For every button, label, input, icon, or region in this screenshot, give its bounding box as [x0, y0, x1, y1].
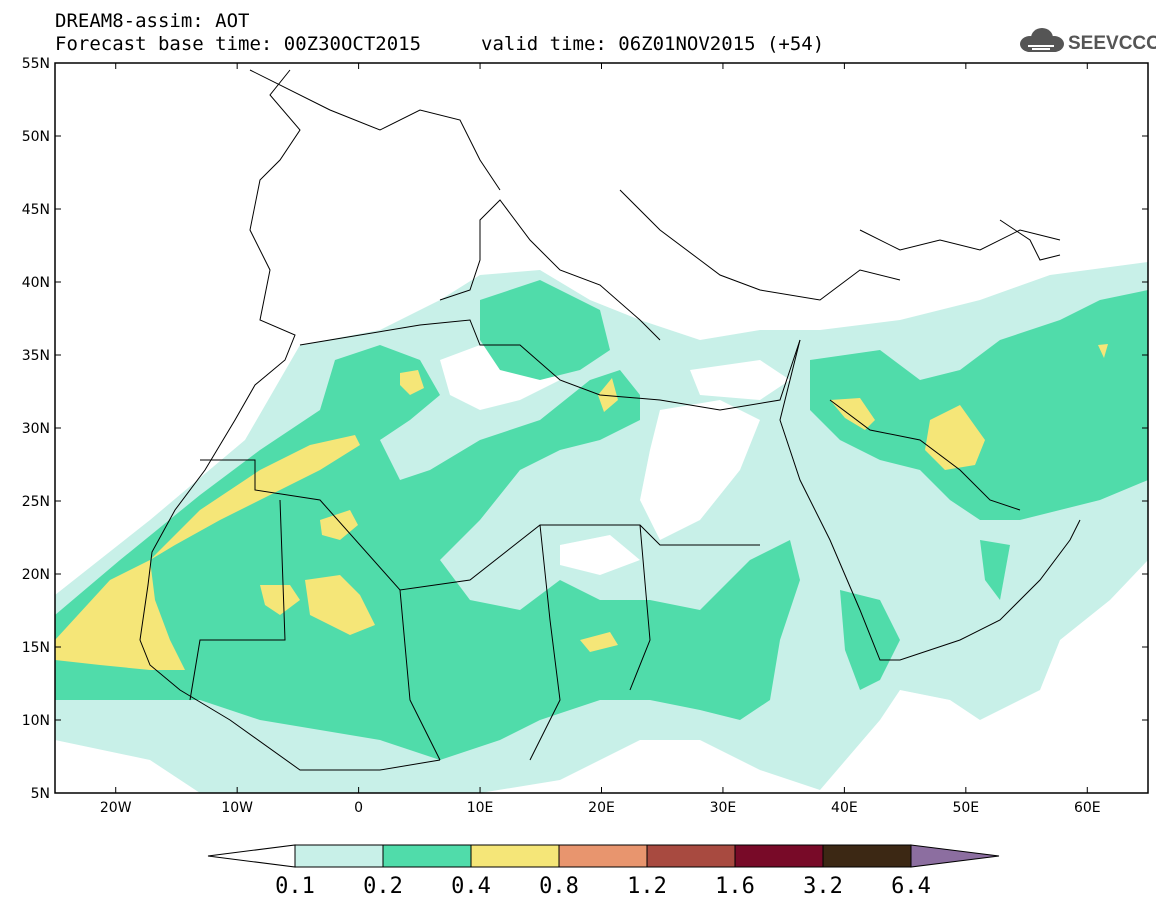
lon-label: 40E — [831, 800, 858, 816]
colorbar-label: 0.1 — [275, 874, 315, 899]
aot-level-0.4 — [925, 405, 985, 470]
coastlines — [139, 69, 1081, 771]
lat-label: 30N — [22, 421, 50, 437]
colorbar-segment — [294, 844, 384, 868]
aot-gap — [690, 360, 790, 400]
colorbar-arrow-left — [207, 844, 296, 868]
lon-label: 50E — [952, 800, 979, 816]
aot-level-0.2 — [480, 280, 610, 380]
colorbar-label: 0.4 — [451, 874, 491, 899]
aot-gap — [560, 535, 640, 575]
aot-level-0.4 — [580, 632, 618, 652]
aot-contours — [55, 63, 1148, 793]
aot-level-0.2 — [810, 290, 1148, 520]
lat-label: 25N — [22, 494, 50, 510]
colorbar — [207, 844, 1000, 868]
colorbar-arrow-right — [910, 844, 1000, 868]
aot-level-0.4 — [830, 398, 875, 430]
map-title: DREAM8-assim: AOT — [55, 10, 250, 32]
lon-label: 10W — [221, 800, 253, 816]
longitude-labels: 20W 10W 0 10E 20E 30E 40E 50E 60E — [100, 63, 1101, 816]
aot-level-0.4 — [400, 370, 424, 395]
colorbar-segment — [382, 844, 472, 868]
aot-level-0.4 — [1098, 344, 1108, 358]
lat-label: 55N — [22, 56, 50, 72]
lat-label: 45N — [22, 202, 50, 218]
logo-text: SEEVCCC — [1068, 33, 1156, 54]
colorbar-segment — [646, 844, 736, 868]
lat-label: 35N — [22, 348, 50, 364]
colorbar-labels: 0.1 0.2 0.4 0.8 1.2 1.6 3.2 6.4 — [275, 874, 931, 899]
aot-level-0.4 — [55, 560, 185, 670]
seevccc-logo: SEEVCCC — [1016, 26, 1160, 56]
colorbar-label: 3.2 — [803, 874, 843, 899]
cloud-icon: SEEVCCC — [1020, 28, 1160, 54]
colorbar-label: 6.4 — [891, 874, 931, 899]
lat-label: 40N — [22, 275, 50, 291]
aot-level-0.4 — [598, 378, 618, 412]
lon-label: 0 — [354, 800, 363, 816]
colorbar-label: 1.6 — [715, 874, 755, 899]
lat-label: 10N — [22, 713, 50, 729]
lat-label: 50N — [22, 129, 50, 145]
lat-label: 20N — [22, 567, 50, 583]
lon-label: 60E — [1074, 800, 1101, 816]
lon-label: 20W — [100, 800, 132, 816]
colorbar-segment — [470, 844, 560, 868]
aot-level-0.2 — [55, 345, 800, 760]
aot-level-0.4 — [305, 575, 375, 635]
aot-level-0.2 — [980, 540, 1010, 600]
aot-level-0.4 — [260, 585, 300, 615]
colorbar-label: 1.2 — [627, 874, 667, 899]
colorbar-segment — [558, 844, 648, 868]
lon-label: 20E — [588, 800, 615, 816]
colorbar-label: 0.8 — [539, 874, 579, 899]
lon-label: 10E — [467, 800, 494, 816]
colorbar-segment — [734, 844, 824, 868]
aot-gap — [640, 400, 760, 540]
valid-time: valid time: 06Z01NOV2015 (+54) — [481, 33, 825, 55]
lat-label: 15N — [22, 640, 50, 656]
latitude-labels: 55N 50N 45N 40N 35N 30N 25N 20N 15N 10N 5N — [22, 56, 1148, 802]
colorbar-segment — [822, 844, 912, 868]
forecast-base-time: Forecast base time: 00Z30OCT2015 — [55, 33, 422, 55]
aot-level-0.2 — [840, 590, 900, 690]
lon-label: 30E — [710, 800, 737, 816]
lat-label: 5N — [31, 786, 50, 802]
aot-level-0.4 — [150, 435, 360, 560]
colorbar-label: 0.2 — [363, 874, 403, 899]
